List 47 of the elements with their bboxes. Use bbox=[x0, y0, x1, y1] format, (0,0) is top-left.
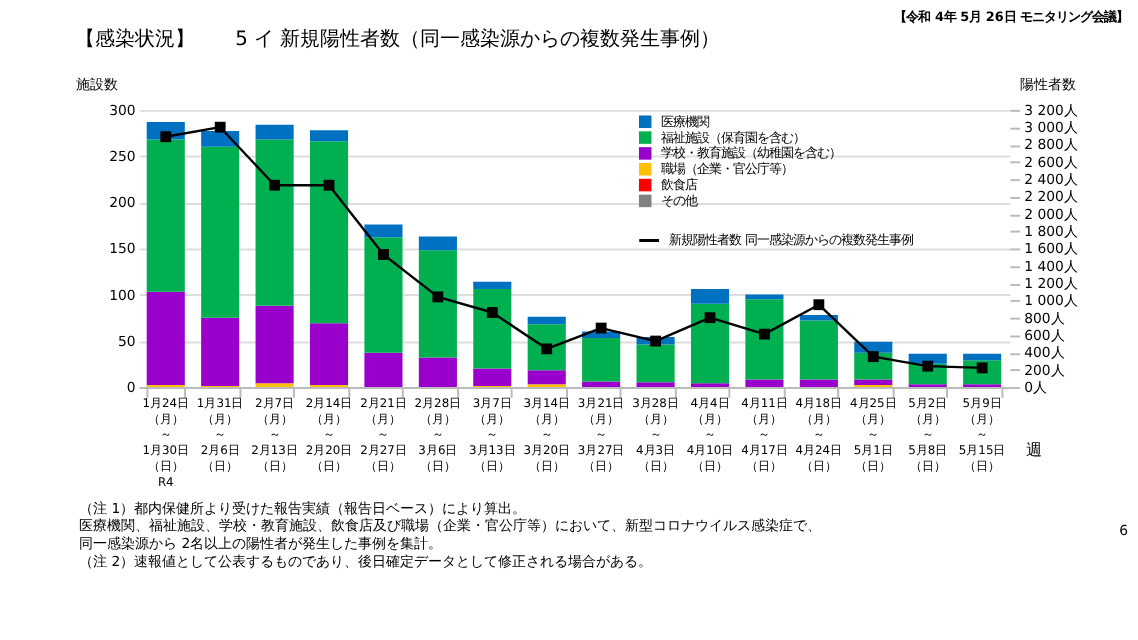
bar bbox=[418, 250, 457, 358]
bar bbox=[146, 291, 185, 386]
bar bbox=[201, 146, 240, 318]
bar bbox=[418, 357, 457, 387]
bar bbox=[473, 281, 512, 290]
point bbox=[323, 179, 335, 191]
point bbox=[867, 351, 879, 363]
bar bbox=[473, 368, 512, 387]
bar bbox=[582, 338, 621, 382]
bar bbox=[364, 224, 403, 238]
bar bbox=[364, 237, 403, 353]
point bbox=[650, 335, 662, 347]
point bbox=[214, 121, 226, 133]
bar bbox=[255, 139, 294, 306]
bar bbox=[745, 379, 784, 387]
bar bbox=[527, 316, 566, 325]
point bbox=[486, 307, 498, 318]
bar bbox=[745, 299, 784, 380]
bar bbox=[527, 370, 566, 385]
bar bbox=[582, 381, 621, 387]
point bbox=[432, 291, 444, 303]
chart-title: 【感染状況】 5 イ 新規陽性者数（同一感染源からの複数発生事例） bbox=[75, 26, 721, 51]
point bbox=[269, 179, 281, 191]
bar bbox=[309, 141, 349, 324]
point bbox=[813, 299, 825, 311]
bar bbox=[255, 124, 294, 140]
bar bbox=[799, 379, 838, 387]
bar bbox=[364, 352, 403, 387]
bar bbox=[854, 379, 893, 386]
point bbox=[595, 322, 607, 334]
bar bbox=[690, 289, 730, 304]
point bbox=[759, 328, 770, 340]
bar bbox=[146, 139, 185, 292]
bar bbox=[473, 289, 512, 369]
bar bbox=[418, 236, 457, 251]
point bbox=[704, 312, 716, 324]
bar bbox=[636, 344, 675, 383]
bar bbox=[309, 130, 349, 142]
bar bbox=[255, 305, 294, 384]
x-axis-title: 週 bbox=[1026, 441, 1043, 460]
point bbox=[922, 360, 934, 372]
point bbox=[378, 249, 389, 260]
bar bbox=[799, 320, 838, 380]
bar bbox=[690, 303, 730, 384]
bar bbox=[963, 353, 1002, 361]
bar bbox=[309, 323, 349, 386]
bar bbox=[201, 317, 240, 387]
